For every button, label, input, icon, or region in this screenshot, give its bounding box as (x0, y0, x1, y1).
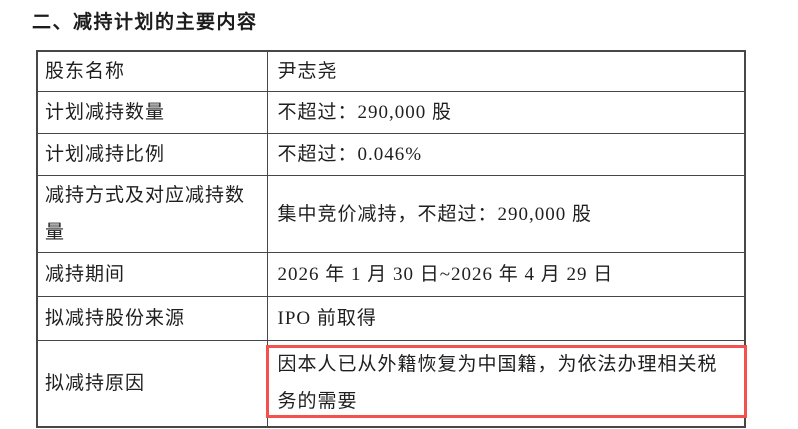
table-row-method-and-quantity: 减持方式及对应减持数量 集中竞价减持，不超过：290,000 股 (36, 175, 746, 253)
row-label: 计划减持数量 (36, 91, 268, 134)
reduction-plan-table: 股东名称 尹志尧 计划减持数量 不超过：290,000 股 计划减持比例 不超过… (36, 50, 747, 428)
row-value: 集中竞价减持，不超过：290,000 股 (266, 175, 746, 253)
section-title: 二、减持计划的主要内容 (32, 12, 258, 33)
table-row-period: 减持期间 2026 年 1 月 30 日~2026 年 4 月 29 日 (36, 252, 746, 297)
row-label: 股东名称 (36, 50, 268, 92)
row-value: 不超过：0.046% (266, 133, 746, 176)
row-label: 拟减持股份来源 (36, 296, 268, 341)
table-row-planned-ratio: 计划减持比例 不超过：0.046% (36, 133, 746, 176)
table-row-shareholder-name: 股东名称 尹志尧 (36, 50, 746, 92)
row-value: 不超过：290,000 股 (266, 91, 746, 134)
row-value-highlighted: 因本人已从外籍恢复为中国籍，为依法办理相关税务的需要 (265, 340, 747, 427)
row-label: 减持方式及对应减持数量 (36, 175, 268, 253)
table-row-reason: 拟减持原因 因本人已从外籍恢复为中国籍，为依法办理相关税务的需要 (36, 340, 747, 427)
row-value: IPO 前取得 (266, 296, 746, 341)
row-value: 尹志尧 (266, 50, 746, 92)
table-row-planned-quantity: 计划减持数量 不超过：290,000 股 (36, 91, 746, 134)
row-value-text: 因本人已从外籍恢复为中国籍，为依法办理相关税务的需要 (277, 354, 718, 413)
row-label: 减持期间 (36, 252, 268, 297)
table-row-share-source: 拟减持股份来源 IPO 前取得 (36, 296, 746, 341)
row-value: 2026 年 1 月 30 日~2026 年 4 月 29 日 (266, 252, 746, 297)
row-label: 计划减持比例 (36, 133, 268, 176)
row-label: 拟减持原因 (36, 340, 268, 427)
